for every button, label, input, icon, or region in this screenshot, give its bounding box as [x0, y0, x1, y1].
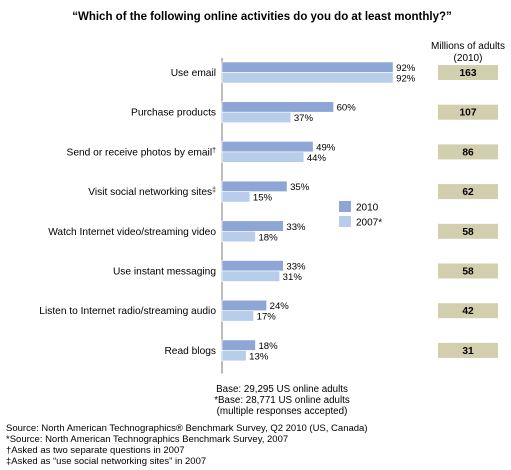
millions-value: 107 — [460, 108, 477, 119]
data-label-2007: 17% — [257, 312, 277, 323]
category-label-text: Read blogs — [164, 346, 216, 357]
category-label: Listen to Internet radio/streaming audio — [39, 306, 216, 317]
data-label-2010: 92% — [396, 63, 416, 74]
millions-value: 31 — [462, 346, 474, 357]
millions-box — [438, 184, 498, 200]
bar-2007 — [221, 151, 305, 163]
millions-box — [438, 144, 498, 160]
category-label: Use instant messaging — [113, 267, 216, 278]
legend-swatch-2007 — [339, 216, 351, 227]
category-label-text: Visit social networking sites — [88, 187, 212, 198]
millions-box — [438, 303, 498, 319]
data-label-2010: 24% — [270, 301, 290, 312]
source-note: *Source: North American Technographics B… — [6, 434, 288, 445]
category-label-text: Send or receive photos by email — [67, 147, 213, 158]
data-label-2010: 60% — [337, 103, 357, 114]
data-label-2007: 44% — [307, 153, 327, 164]
bar-2010 — [221, 61, 394, 73]
bar-2010 — [221, 299, 267, 312]
chart-title: “Which of the following online activitie… — [72, 11, 452, 23]
millions-value: 42 — [462, 306, 474, 317]
data-label-2007: 31% — [283, 272, 303, 283]
source-note: †Asked as two separate questions in 2007 — [6, 445, 185, 456]
category-label: Send or receive photos by email† — [67, 147, 217, 158]
millions-value: 62 — [462, 187, 474, 198]
bar-2007 — [221, 350, 247, 362]
bar-2010 — [221, 180, 288, 192]
data-label-2007: 92% — [396, 74, 416, 85]
millions-box — [438, 263, 498, 279]
source-note: ‡Asked as “use social networking sites” … — [6, 456, 206, 467]
category-footnote-marker: ‡ — [212, 187, 216, 194]
data-label-2007: 13% — [249, 351, 269, 362]
data-label-2010: 33% — [286, 222, 306, 233]
legend-label-2007: 2007* — [356, 218, 382, 229]
bar-2007 — [221, 72, 394, 84]
data-label-2007: 15% — [253, 193, 273, 204]
base-note: *Base: 28,771 US online adults — [214, 395, 350, 406]
category-label: Read blogs — [164, 346, 216, 357]
legend-swatch-2010 — [339, 201, 351, 212]
category-label-text: Watch Internet video/streaming video — [48, 227, 216, 238]
data-label-2010: 33% — [286, 262, 306, 273]
category-label: Visit social networking sites‡ — [88, 187, 216, 198]
bar-2007 — [221, 231, 256, 243]
millions-box — [438, 342, 498, 358]
category-footnote-marker: † — [212, 147, 216, 154]
legend-label-2010: 2010 — [356, 203, 379, 214]
bar-2007 — [221, 310, 254, 322]
data-label-2010: 35% — [290, 182, 310, 193]
data-label-2007: 18% — [258, 232, 278, 243]
bar-2010 — [221, 260, 284, 272]
base-note: Base: 29,295 US online adults — [216, 384, 348, 395]
millions-box — [438, 223, 498, 239]
category-label: Use email — [171, 68, 216, 79]
millions-value: 163 — [460, 68, 477, 79]
millions-box — [438, 104, 498, 120]
millions-header-line-2: (2010) — [454, 53, 483, 64]
bar-2010 — [221, 101, 334, 113]
bar-2010 — [221, 339, 256, 351]
millions-value: 58 — [462, 227, 474, 238]
data-label-2010: 49% — [316, 142, 336, 153]
data-label-2010: 18% — [258, 341, 278, 352]
bar-2010 — [221, 141, 314, 153]
source-note: Source: North American Technographics® B… — [6, 423, 368, 434]
category-label: Watch Internet video/streaming video — [48, 227, 216, 238]
category-label-text: Purchase products — [131, 108, 216, 119]
millions-box — [438, 65, 498, 80]
category-label: Purchase products — [131, 108, 216, 119]
bar-2007 — [221, 191, 251, 203]
base-note: (multiple responses accepted) — [217, 406, 348, 417]
millions-value: 58 — [462, 267, 474, 278]
category-label-text: Listen to Internet radio/streaming audio — [39, 306, 216, 317]
millions-value: 86 — [462, 147, 474, 158]
millions-header-line-1: Millions of adults — [431, 41, 505, 52]
data-label-2007: 37% — [294, 113, 314, 124]
bar-2010 — [221, 220, 284, 232]
bar-2007 — [221, 111, 292, 123]
bar-2007 — [221, 270, 280, 282]
category-label-text: Use instant messaging — [113, 267, 216, 278]
category-label-text: Use email — [171, 68, 216, 79]
